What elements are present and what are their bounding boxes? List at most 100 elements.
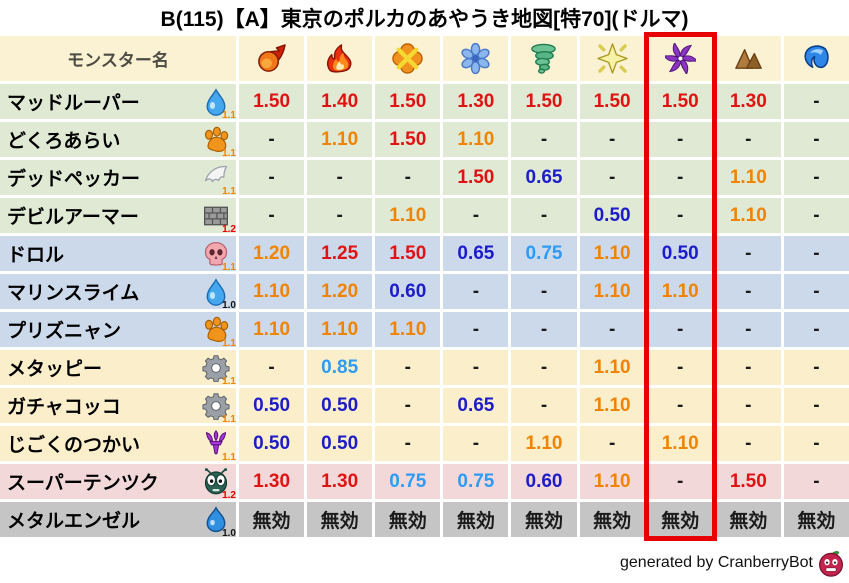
multiplier-cell: -: [443, 426, 509, 461]
monster-name: マリンスライム: [7, 283, 140, 304]
monster-icon-multiplier-label: 1.1: [222, 375, 236, 387]
monster-row-name: メタルエンゼル 1.0: [0, 502, 236, 539]
page-title: B(115)【A】東京のポルカのあやうき地図[特70](ドルマ): [160, 8, 689, 31]
multiplier-cell: -: [715, 426, 781, 461]
paw-icon: [202, 316, 230, 344]
flame-icon: [324, 43, 355, 74]
multiplier-cell: -: [783, 84, 849, 119]
monster-icon-multiplier-label: 1.1: [222, 185, 236, 197]
multiplier-cell: 1.50: [239, 84, 305, 119]
multiplier-cell: 1.10: [443, 122, 509, 157]
multiplier-cell: 0.60: [511, 464, 577, 499]
monster-family-icon-wrap: 1.1: [202, 392, 236, 425]
monster-icon-multiplier-label: 1.1: [222, 413, 236, 425]
element-column-header: [715, 36, 781, 81]
multiplier-cell: 1.10: [579, 236, 645, 271]
multiplier-cell: 無効: [783, 502, 849, 537]
wave-icon: [801, 43, 832, 74]
monster-row-name: どくろあらい 1.1: [0, 122, 236, 159]
multiplier-cell: 1.50: [511, 84, 577, 119]
monster-family-icon-wrap: 1.1: [202, 87, 236, 121]
multiplier-cell: 0.50: [239, 388, 305, 423]
monster-icon-multiplier-label: 1.1: [222, 261, 236, 273]
multiplier-cell: 0.50: [647, 236, 713, 271]
multiplier-cell: -: [783, 236, 849, 271]
bug-icon: [202, 467, 230, 496]
monster-family-icon-wrap: 1.1: [202, 240, 236, 273]
monster-name: どくろあらい: [7, 131, 121, 152]
multiplier-cell: 1.10: [239, 312, 305, 347]
multiplier-cell: -: [511, 122, 577, 157]
multiplier-cell: 0.65: [511, 160, 577, 195]
multiplier-cell: 無効: [579, 502, 645, 537]
multiplier-cell: -: [783, 198, 849, 233]
monster-family-icon-wrap: 1.0: [202, 505, 236, 539]
monster-name: ガチャコッコ: [7, 397, 121, 418]
multiplier-cell: 0.75: [375, 464, 441, 499]
multiplier-cell: 0.60: [375, 274, 441, 309]
multiplier-cell: -: [783, 160, 849, 195]
multiplier-cell: 0.75: [511, 236, 577, 271]
multiplier-cell: 1.50: [647, 84, 713, 119]
multiplier-cell: -: [647, 122, 713, 157]
multiplier-cell: 1.10: [511, 426, 577, 461]
monster-name: デビルアーマー: [7, 207, 139, 228]
multiplier-cell: -: [239, 198, 305, 233]
multiplier-cell: -: [647, 160, 713, 195]
fireball-icon: [256, 43, 287, 74]
tornado-icon: [528, 43, 559, 74]
multiplier-cell: 0.50: [307, 426, 373, 461]
multiplier-cell: 1.10: [307, 122, 373, 157]
monster-row-name: スーパーテンツク 1.2: [0, 464, 236, 501]
multiplier-cell: 1.10: [715, 160, 781, 195]
monster-name: デッドペッカー: [7, 169, 141, 190]
multiplier-cell: 1.25: [307, 236, 373, 271]
monster-name: じごくのつかい: [7, 435, 141, 456]
multiplier-cell: 0.50: [307, 388, 373, 423]
element-column-header: [307, 36, 373, 81]
monster-family-icon-wrap: 1.1: [202, 164, 236, 197]
multiplier-cell: -: [375, 160, 441, 195]
monster-name: ドロル: [7, 245, 65, 266]
multiplier-cell: -: [647, 312, 713, 347]
slime-icon: [202, 505, 230, 534]
paw-icon: [202, 126, 230, 154]
monster-row-name: メタッピー 1.1: [0, 350, 236, 387]
multiplier-cell: -: [783, 122, 849, 157]
monster-family-icon-wrap: 1.1: [202, 354, 236, 387]
skull-icon: [202, 240, 230, 268]
multiplier-cell: -: [715, 122, 781, 157]
multiplier-cell: 1.10: [579, 464, 645, 499]
multiplier-cell: -: [375, 426, 441, 461]
multiplier-cell: 1.10: [375, 198, 441, 233]
element-column-header: [511, 36, 577, 81]
monster-family-icon-wrap: 1.0: [202, 277, 236, 311]
multiplier-cell: 1.10: [375, 312, 441, 347]
gear-icon: [202, 392, 230, 420]
multiplier-cell: 無効: [443, 502, 509, 537]
monster-icon-multiplier-label: 1.1: [222, 451, 236, 463]
element-column-header: [783, 36, 849, 81]
multiplier-cell: -: [443, 274, 509, 309]
multiplier-cell: 1.50: [715, 464, 781, 499]
monster-family-icon-wrap: 1.1: [202, 316, 236, 349]
multiplier-cell: -: [443, 312, 509, 347]
multiplier-cell: -: [715, 312, 781, 347]
multiplier-cell: -: [715, 350, 781, 385]
multiplier-cell: -: [783, 274, 849, 309]
monster-name: プリズニャン: [7, 321, 122, 342]
element-column-header: [443, 36, 509, 81]
multiplier-cell: 1.50: [443, 160, 509, 195]
multiplier-cell: 1.50: [375, 122, 441, 157]
multiplier-cell: -: [715, 274, 781, 309]
monster-family-icon-wrap: 1.1: [202, 126, 236, 159]
multiplier-cell: -: [307, 198, 373, 233]
cranberry-bot-icon: [817, 549, 845, 577]
multiplier-cell: -: [647, 198, 713, 233]
monster-icon-multiplier-label: 1.1: [222, 147, 236, 159]
multiplier-cell: -: [239, 350, 305, 385]
monster-row-name: じごくのつかい 1.1: [0, 426, 236, 463]
multiplier-cell: -: [579, 426, 645, 461]
credit-text: generated by CranberryBot: [620, 554, 813, 571]
multiplier-cell: -: [511, 274, 577, 309]
